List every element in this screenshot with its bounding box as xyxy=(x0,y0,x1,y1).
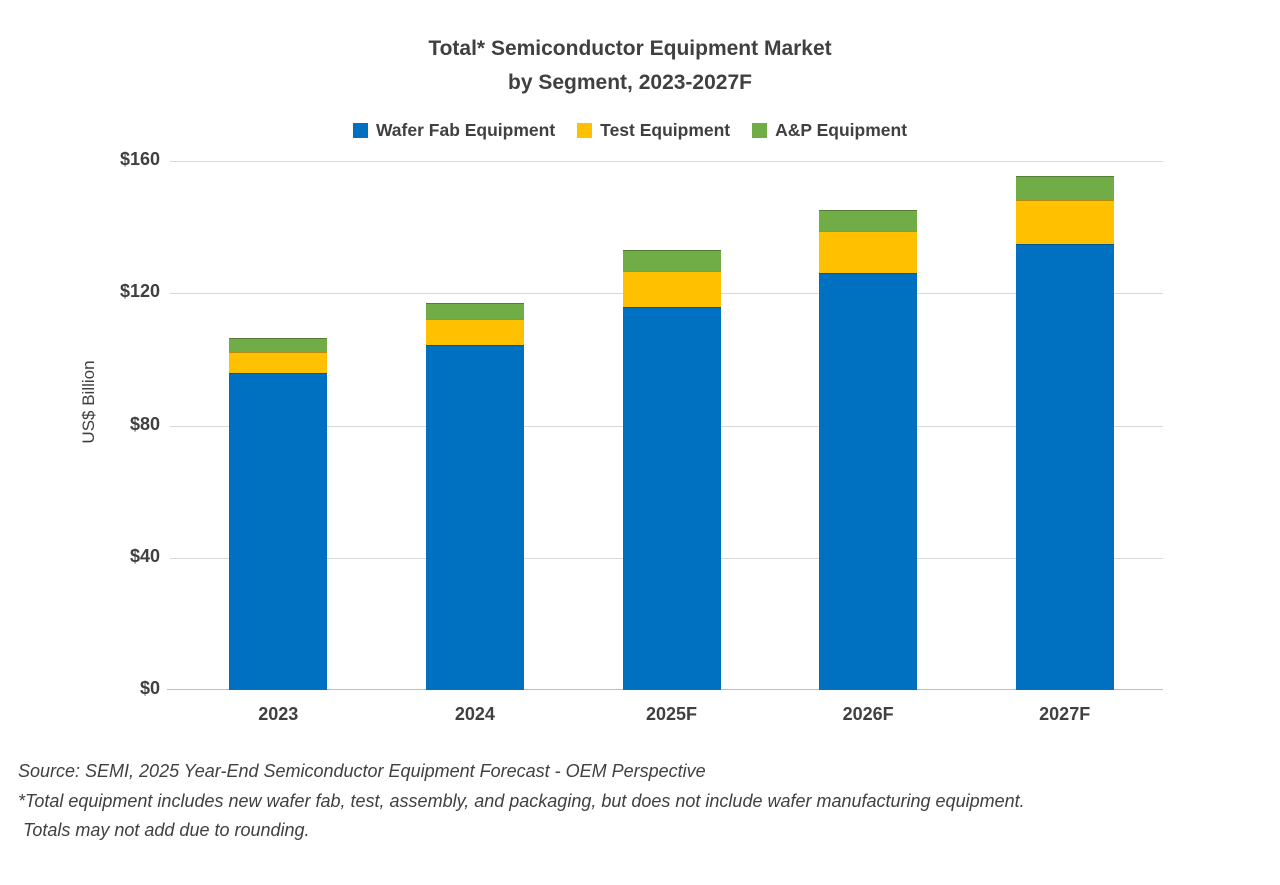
bar-segment-wafer-fab-equipment-2027f xyxy=(1015,243,1114,690)
stacked-bar-2026f xyxy=(819,210,918,690)
legend-item-test-equipment: Test Equipment xyxy=(577,120,730,141)
source-footnote: Source: SEMI, 2025 Year-End Semiconducto… xyxy=(18,757,1258,846)
bar-segment-wafer-fab-equipment-2025f xyxy=(622,306,721,690)
stacked-bar-2024 xyxy=(425,303,524,690)
legend: Wafer Fab Equipment Test Equipment A&P E… xyxy=(0,120,1260,141)
y-tick-label-160: $160 xyxy=(119,149,160,169)
y-tick-label-120: $120 xyxy=(119,281,160,302)
legend-item-ap-equipment: A&P Equipment xyxy=(752,120,907,141)
y-axis-title: US$ Billion xyxy=(79,360,98,444)
legend-label: Wafer Fab Equipment xyxy=(375,120,556,140)
y-tick-label-0: $0 xyxy=(139,678,160,698)
bar-segment-a-p-equipment-2025f xyxy=(622,250,721,271)
stacked-bar-2023 xyxy=(229,338,328,690)
bar-segment-a-p-equipment-2024 xyxy=(425,303,524,320)
bar-segment-wafer-fab-equipment-2023 xyxy=(229,372,328,690)
x-tick-label-2024: 2024 xyxy=(454,704,495,724)
gridline-160 xyxy=(170,161,1163,162)
footnote-line: *Total equipment includes new wafer fab,… xyxy=(18,790,1025,811)
stacked-bar-2027f xyxy=(1015,175,1114,690)
x-tick-label-2027f: 2027F xyxy=(1039,704,1091,724)
x-tick-label-2026f: 2026F xyxy=(842,704,894,724)
bar-segment-test-equipment-2023 xyxy=(229,352,328,373)
chart-title: Total* Semiconductor Equipment Market by… xyxy=(0,32,1260,100)
legend-item-wafer-fab-equipment: Wafer Fab Equipment xyxy=(352,120,556,141)
plot-area xyxy=(167,161,1163,690)
legend-swatch-wafer-fab-icon xyxy=(352,123,368,138)
y-tick-label-40: $40 xyxy=(129,545,160,566)
bar-segment-test-equipment-2025f xyxy=(622,270,721,307)
bar-segment-test-equipment-2024 xyxy=(425,319,524,346)
legend-swatch-ap-icon xyxy=(752,123,768,138)
legend-swatch-test-icon xyxy=(577,123,593,138)
chart-title-line-1: Total* Semiconductor Equipment Market xyxy=(428,37,832,60)
legend-label: Test Equipment xyxy=(600,120,731,140)
x-tick-label-2023: 2023 xyxy=(258,704,299,724)
bar-segment-test-equipment-2027f xyxy=(1015,199,1114,244)
source-line: Source: SEMI, 2025 Year-End Semiconducto… xyxy=(18,761,706,781)
y-tick-label-80: $80 xyxy=(129,413,160,434)
bar-segment-a-p-equipment-2027f xyxy=(1015,175,1114,200)
bar-segment-a-p-equipment-2026f xyxy=(819,210,918,232)
chart-title-line-2: by Segment, 2023-2027F xyxy=(508,71,752,94)
bar-segment-a-p-equipment-2023 xyxy=(229,338,328,353)
bar-segment-wafer-fab-equipment-2024 xyxy=(425,345,524,690)
x-tick-label-2025f: 2025F xyxy=(645,704,698,724)
bar-segment-test-equipment-2026f xyxy=(819,231,918,274)
bar-segment-wafer-fab-equipment-2026f xyxy=(819,273,918,690)
legend-label: A&P Equipment xyxy=(775,120,908,140)
stacked-bar-2025f xyxy=(622,250,721,690)
rounding-note-line: Totals may not add due to rounding. xyxy=(23,820,310,840)
